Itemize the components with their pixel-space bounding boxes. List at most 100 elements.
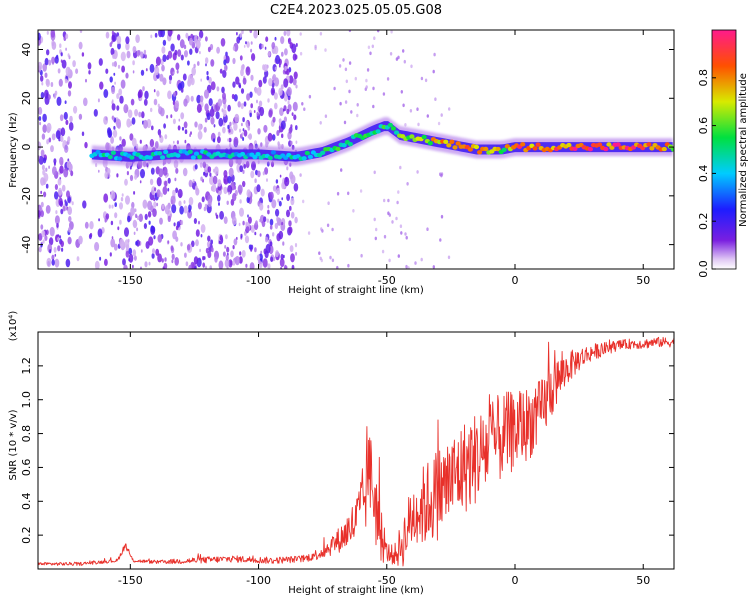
noise-speck — [440, 214, 444, 219]
noise-speck — [46, 49, 50, 56]
noise-speck — [170, 195, 176, 205]
noise-speck — [179, 39, 185, 49]
noise-speck — [260, 188, 265, 197]
noise-speck — [336, 191, 340, 196]
noise-speck — [402, 103, 405, 108]
noise-speck — [272, 232, 275, 237]
noise-speck — [68, 81, 72, 89]
noise-speck — [243, 101, 247, 107]
noise-speck — [307, 231, 311, 235]
noise-speck — [242, 220, 245, 226]
noise-speck — [171, 259, 174, 264]
noise-speck — [148, 220, 151, 225]
ridge-cell — [495, 146, 501, 152]
ridge-cell — [129, 155, 135, 160]
noise-speck — [145, 68, 148, 72]
noise-speck — [52, 166, 57, 176]
noise-speck — [143, 98, 148, 106]
ridge-cell — [427, 141, 433, 146]
noise-speck — [46, 139, 49, 145]
noise-speck — [217, 131, 221, 137]
noise-speck — [123, 104, 129, 114]
noise-speck — [197, 61, 200, 66]
ridge-cell — [449, 139, 455, 144]
noise-speck — [224, 56, 226, 60]
noise-speck — [217, 98, 223, 107]
noise-speck — [89, 221, 94, 230]
noise-speck — [161, 46, 166, 54]
noise-speck — [295, 43, 298, 47]
noise-speck — [342, 58, 345, 62]
noise-speck — [58, 78, 63, 87]
noise-speck — [124, 178, 128, 186]
noise-speck — [276, 130, 280, 136]
noise-speck — [111, 40, 113, 44]
spectrogram-y-ticks: -40 -20 0 20 40 — [20, 43, 674, 254]
noise-speck — [187, 209, 193, 219]
ridge-cell — [390, 126, 396, 131]
noise-speck — [167, 177, 171, 184]
noise-speck — [54, 258, 60, 268]
noise-speck — [205, 195, 208, 199]
spectrogram-x-ticks: -150 -100 -50 0 50 — [118, 30, 650, 287]
ridge-cell — [301, 156, 307, 161]
noise-speck — [67, 136, 71, 143]
ridge-cell — [473, 144, 480, 150]
noise-speck — [272, 80, 274, 84]
noise-speck — [121, 138, 126, 147]
noise-speck — [113, 72, 116, 76]
noise-speck — [157, 103, 160, 108]
noise-speck — [272, 116, 276, 123]
ridge-cell — [255, 152, 261, 157]
noise-speck — [167, 187, 170, 192]
noise-speck — [98, 58, 103, 66]
noise-speck — [43, 172, 49, 182]
noise-speck — [243, 164, 246, 169]
noise-speck — [420, 76, 424, 81]
noise-speck — [344, 100, 348, 104]
noise-speck — [239, 199, 242, 204]
noise-speck — [273, 45, 279, 55]
noise-speck — [270, 256, 274, 263]
noise-speck — [45, 205, 51, 214]
colorbar-tick-label: 0.4 — [697, 165, 710, 183]
noise-speck — [103, 89, 109, 98]
noise-speck — [291, 264, 295, 269]
noise-speck — [253, 30, 258, 39]
noise-speck — [59, 165, 64, 174]
y-tick-label: 1.0 — [20, 391, 33, 409]
noise-speck — [128, 258, 131, 262]
noise-speck — [284, 48, 288, 56]
ridge-cell — [117, 156, 123, 161]
noise-speck — [340, 168, 343, 172]
noise-speck — [219, 68, 223, 74]
noise-speck — [163, 123, 167, 129]
noise-speck — [78, 235, 83, 245]
noise-speck — [196, 40, 201, 49]
noise-speck — [365, 78, 368, 83]
noise-speck — [241, 250, 246, 258]
noise-speck — [286, 108, 290, 115]
noise-speck — [200, 224, 206, 233]
noise-speck — [162, 166, 168, 176]
noise-speck — [202, 262, 206, 268]
noise-speck — [225, 55, 230, 64]
noise-speck — [288, 226, 293, 234]
noise-speck — [232, 245, 235, 250]
noise-speck — [177, 125, 181, 131]
noise-speck — [250, 74, 254, 81]
noise-speck — [225, 254, 229, 261]
noise-speck — [240, 103, 244, 110]
noise-speck — [356, 113, 359, 118]
noise-speck — [236, 32, 238, 36]
noise-speck — [151, 226, 156, 234]
noise-speck — [139, 139, 142, 144]
noise-speck — [209, 172, 212, 177]
noise-speck — [205, 247, 209, 254]
noise-speck — [60, 135, 64, 143]
noise-speck — [399, 224, 403, 228]
noise-speck — [65, 258, 71, 268]
noise-speck — [125, 195, 130, 205]
ridge-cell — [649, 146, 655, 151]
noise-speck — [65, 119, 69, 126]
